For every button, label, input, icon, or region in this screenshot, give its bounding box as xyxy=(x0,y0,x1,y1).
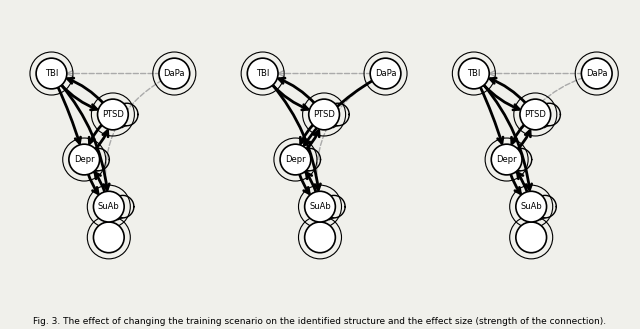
Text: TBI: TBI xyxy=(45,69,58,78)
Circle shape xyxy=(308,99,339,130)
Circle shape xyxy=(305,191,335,222)
Text: PTSD: PTSD xyxy=(313,110,335,119)
Circle shape xyxy=(69,144,100,175)
Text: SuAb: SuAb xyxy=(520,202,542,211)
Circle shape xyxy=(305,222,335,253)
Circle shape xyxy=(520,99,550,130)
Text: DaPa: DaPa xyxy=(375,69,396,78)
Circle shape xyxy=(36,58,67,89)
Circle shape xyxy=(159,58,189,89)
Circle shape xyxy=(247,58,278,89)
Text: DaPa: DaPa xyxy=(164,69,185,78)
Text: PTSD: PTSD xyxy=(524,110,546,119)
Circle shape xyxy=(370,58,401,89)
Circle shape xyxy=(93,191,124,222)
Text: SuAb: SuAb xyxy=(309,202,331,211)
Circle shape xyxy=(516,191,547,222)
Circle shape xyxy=(93,222,124,253)
Circle shape xyxy=(516,222,547,253)
Text: TBI: TBI xyxy=(256,69,269,78)
Text: Fig. 3. The effect of changing the training scenario on the identified structure: Fig. 3. The effect of changing the train… xyxy=(33,317,607,326)
Circle shape xyxy=(280,144,311,175)
Text: Depr: Depr xyxy=(285,155,306,164)
Circle shape xyxy=(492,144,522,175)
Circle shape xyxy=(458,58,489,89)
Circle shape xyxy=(97,99,128,130)
Text: Depr: Depr xyxy=(496,155,517,164)
Text: PTSD: PTSD xyxy=(102,110,124,119)
Text: TBI: TBI xyxy=(467,69,481,78)
Text: DaPa: DaPa xyxy=(586,69,607,78)
Text: SuAb: SuAb xyxy=(98,202,120,211)
Text: Depr: Depr xyxy=(74,155,95,164)
Circle shape xyxy=(581,58,612,89)
